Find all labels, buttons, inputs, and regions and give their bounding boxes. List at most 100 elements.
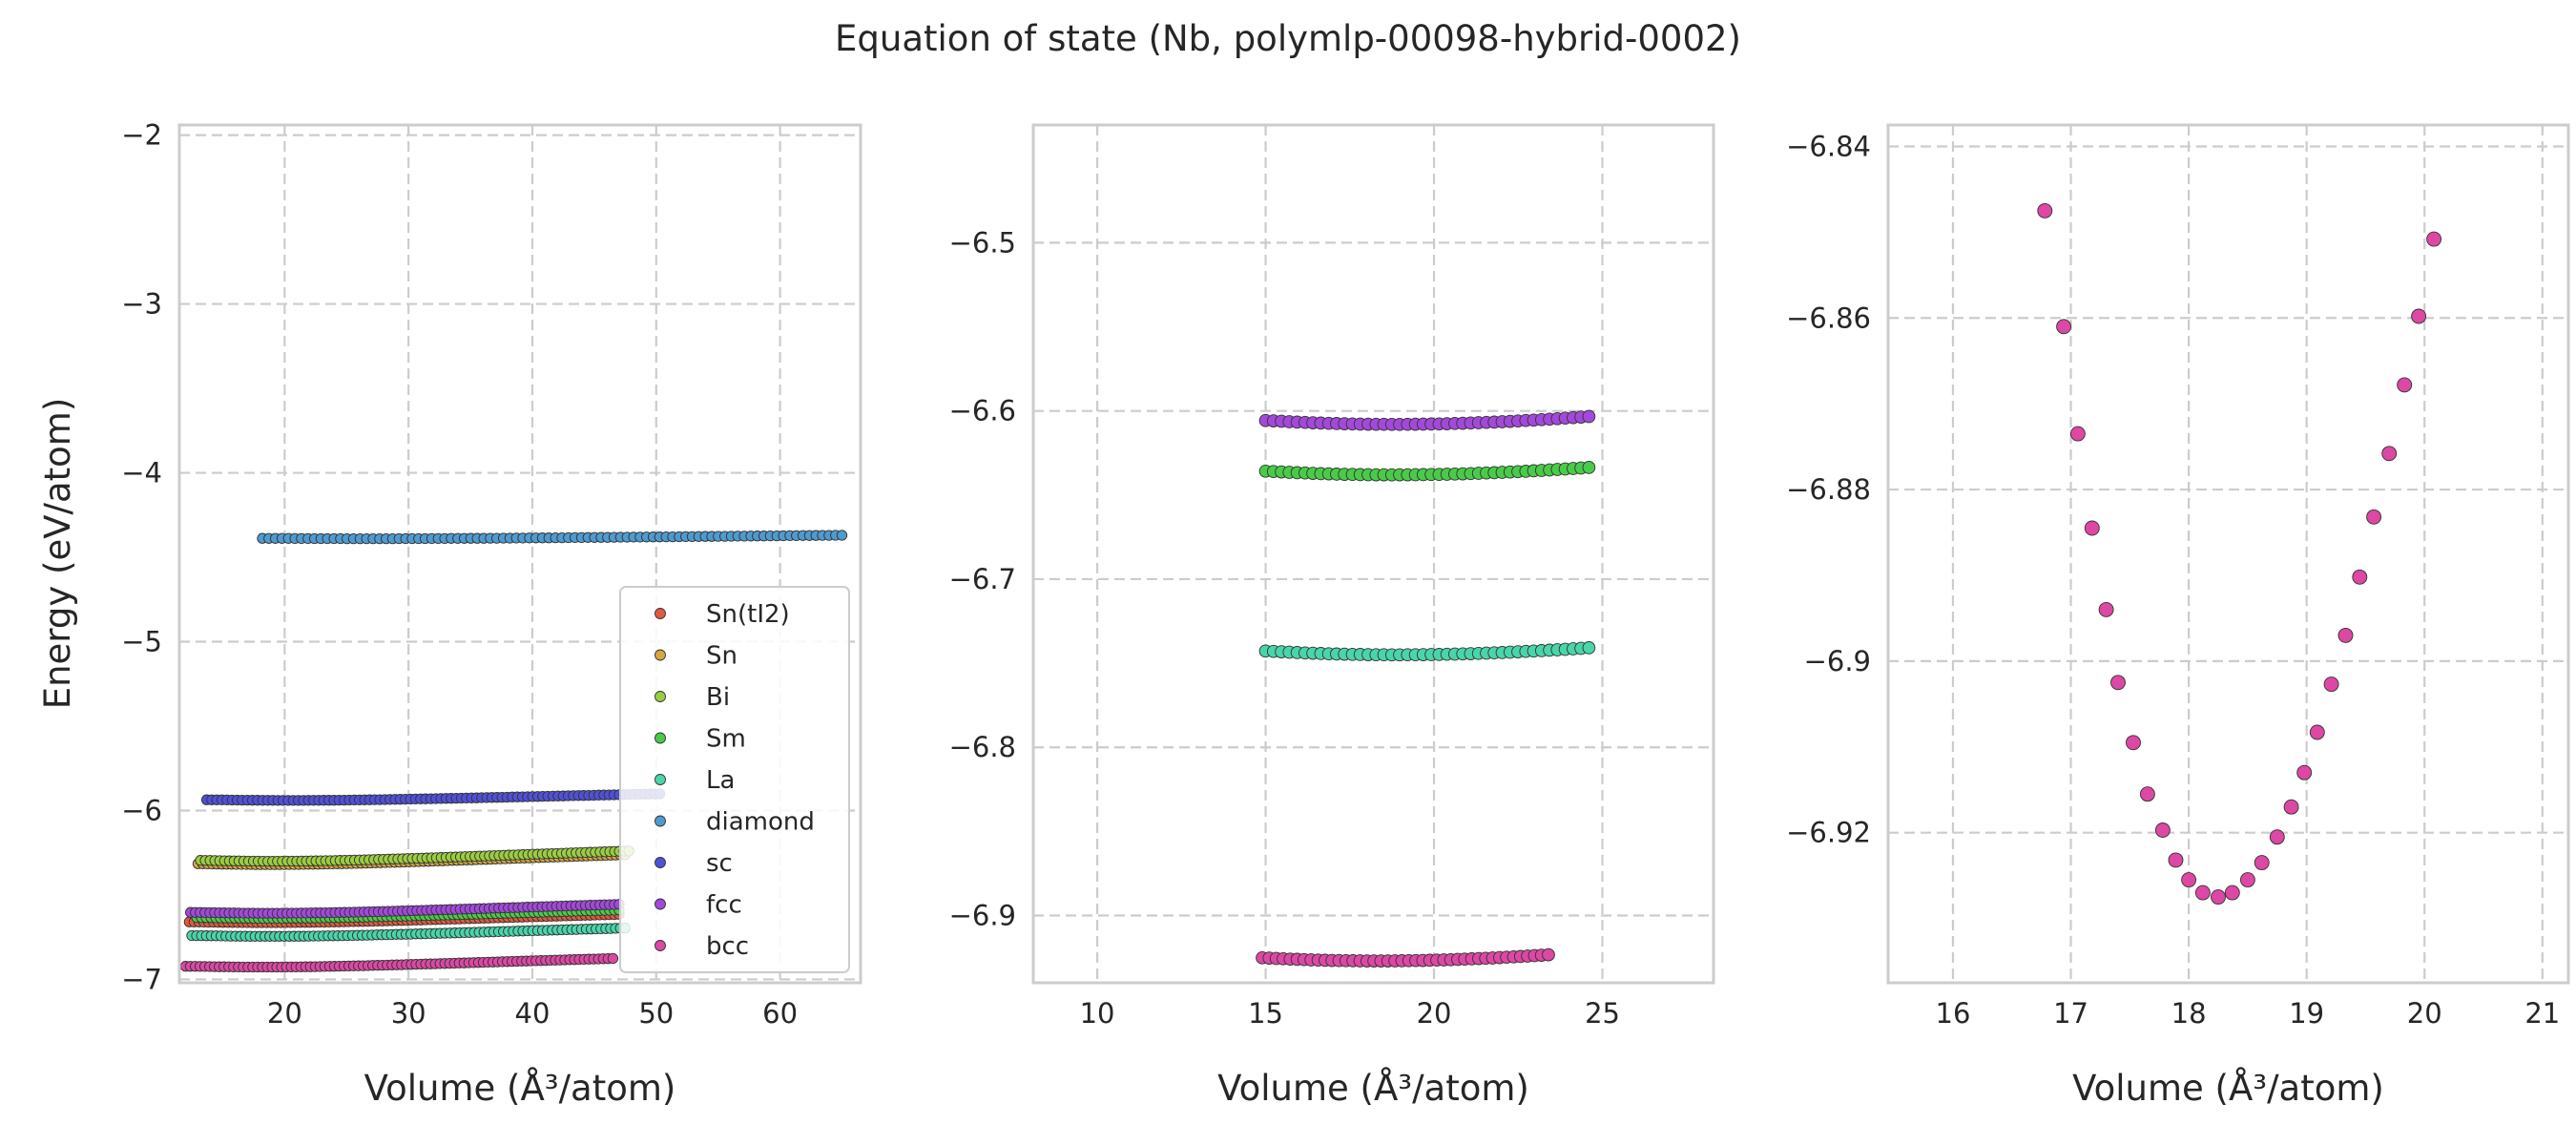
- data-point-bcc: [2239, 872, 2255, 888]
- y-tick-label: −6.9: [1804, 645, 1871, 677]
- x-tick-label: 19: [2289, 997, 2324, 1030]
- x-tick-label: 15: [1248, 997, 1283, 1030]
- legend-marker-la: [654, 774, 666, 785]
- axes-frame: [1886, 123, 2570, 985]
- axes-frame: [1031, 123, 1715, 985]
- legend-label-sm: Sm: [706, 725, 746, 754]
- x-tick-label: 17: [2053, 997, 2088, 1030]
- data-point-bcc: [2126, 735, 2141, 751]
- data-point-bcc: [2411, 308, 2427, 324]
- legend-marker-sn-ti2: [654, 608, 666, 619]
- data-point-bcc: [2098, 601, 2114, 617]
- eos-panel-near-minimum: 10 15 20 25 −6.9 −6.8 −6.7 −6.6 −6.5 Volume (Å³/a…: [949, 123, 1715, 1109]
- x-tick-label: 20: [1417, 997, 1452, 1030]
- legend-label-sc: sc: [706, 849, 733, 878]
- data-point-bcc: [2194, 885, 2211, 901]
- legend-marker-sm: [654, 732, 666, 744]
- data-point-sm: [1582, 461, 1596, 474]
- x-tick-label: 50: [638, 997, 674, 1030]
- data-point-bcc: [2323, 677, 2339, 693]
- data-point-bcc: [2381, 446, 2398, 462]
- data-point-bcc: [2337, 627, 2354, 643]
- y-tick-label: −6: [121, 794, 162, 826]
- y-axis-title: Energy (eV/atom): [37, 398, 78, 710]
- x-axis-title: Volume (Å³/atom): [1217, 1067, 1529, 1109]
- data-points: [179, 530, 848, 973]
- y-tick-label: −6.5: [949, 226, 1016, 259]
- legend-marker-bi: [654, 691, 666, 702]
- x-tick-label: 30: [391, 997, 426, 1030]
- eos-panel-bcc-zoom: 16 17 18 19 20 21 −6.92 −6.9 −6.88 −6.86 −6.84 Volu…: [1786, 123, 2570, 1109]
- legend-marker-bcc: [654, 940, 666, 951]
- y-tick-label: −7: [121, 963, 162, 995]
- data-point-diamond: [836, 530, 848, 541]
- legend-marker-sc: [654, 857, 666, 868]
- axes-frame: [177, 123, 862, 985]
- legend: Sn(tI2) Sn Bi Sm La diamond sc fcc bcc: [619, 586, 850, 973]
- legend-marker-fcc: [654, 898, 666, 910]
- legend-label-diamond: diamond: [706, 808, 815, 837]
- data-point-bcc: [2426, 231, 2442, 247]
- legend-label-la: La: [706, 766, 735, 795]
- data-point-bcc: [2254, 855, 2270, 871]
- data-point-bcc: [2037, 202, 2053, 219]
- legend-label-fcc: fcc: [706, 891, 742, 920]
- y-tick-label: −3: [121, 288, 162, 321]
- y-tick-label: −5: [121, 626, 162, 658]
- data-point-bcc: [2181, 872, 2197, 888]
- data-point-bcc: [2084, 520, 2100, 536]
- legend-box: [619, 586, 850, 973]
- data-point-bcc: [2366, 509, 2382, 525]
- legend-marker-diamond: [654, 815, 666, 827]
- data-point-la: [1582, 641, 1596, 655]
- data-point-bcc: [2352, 569, 2368, 585]
- x-axis-title: Volume (Å³/atom): [2072, 1067, 2384, 1109]
- x-tick-label: 16: [1936, 997, 1971, 1030]
- data-point-bcc: [2269, 829, 2285, 845]
- x-tick-label: 20: [267, 997, 302, 1030]
- data-point-bcc: [1542, 947, 1555, 962]
- data-point-bcc: [2211, 889, 2226, 906]
- y-tick-label: −2: [121, 119, 162, 152]
- x-tick-label: 60: [762, 997, 798, 1030]
- data-point-bcc: [2154, 822, 2171, 838]
- data-point-bcc: [607, 952, 619, 965]
- data-point-bcc: [2397, 377, 2413, 393]
- legend-label-bi: Bi: [706, 683, 730, 712]
- legend-marker-sn: [654, 649, 666, 661]
- data-point-bcc: [2056, 319, 2072, 335]
- legend-label-bcc: bcc: [706, 932, 749, 961]
- x-tick-label: 20: [2407, 997, 2442, 1030]
- x-axis-title: Volume (Å³/atom): [364, 1067, 676, 1109]
- y-tick-label: −6.7: [949, 563, 1016, 595]
- data-point-bcc: [2110, 675, 2126, 691]
- data-points: [2037, 202, 2442, 906]
- data-point-fcc: [1582, 409, 1596, 424]
- data-point-bcc: [2309, 724, 2325, 740]
- data-point-bcc: [2224, 885, 2240, 901]
- eos-panel-all-structures: 20 30 40 50 60 −7 −6 −5 −4 −3 −2 Volume (Å³/atom) En…: [37, 119, 862, 1109]
- figure-title: Equation of state (Nb, polymlp-00098-hyb…: [835, 18, 1741, 59]
- y-tick-label: −6.88: [1786, 473, 1871, 506]
- data-points: [1256, 409, 1596, 968]
- data-point-bcc: [2139, 786, 2155, 802]
- y-tick-label: −4: [121, 457, 162, 489]
- x-tick-label: 21: [2524, 997, 2560, 1030]
- legend-label-sn-ti2: Sn(tI2): [706, 600, 790, 629]
- y-tick-label: −6.6: [949, 395, 1016, 427]
- y-tick-label: −6.86: [1786, 302, 1871, 334]
- x-tick-label: 25: [1585, 997, 1620, 1030]
- data-point-bcc: [2296, 764, 2313, 781]
- y-tick-label: −6.84: [1786, 130, 1871, 162]
- y-tick-label: −6.92: [1786, 817, 1871, 849]
- legend-label-sn: Sn: [706, 642, 737, 671]
- y-tick-label: −6.8: [949, 731, 1016, 763]
- x-tick-label: 40: [515, 997, 551, 1030]
- data-point-bcc: [2283, 799, 2299, 815]
- y-tick-label: −6.9: [949, 899, 1016, 931]
- x-tick-label: 10: [1080, 997, 1115, 1030]
- data-point-bcc: [2168, 852, 2184, 868]
- data-point-bcc: [2069, 426, 2086, 442]
- x-tick-label: 18: [2171, 997, 2207, 1030]
